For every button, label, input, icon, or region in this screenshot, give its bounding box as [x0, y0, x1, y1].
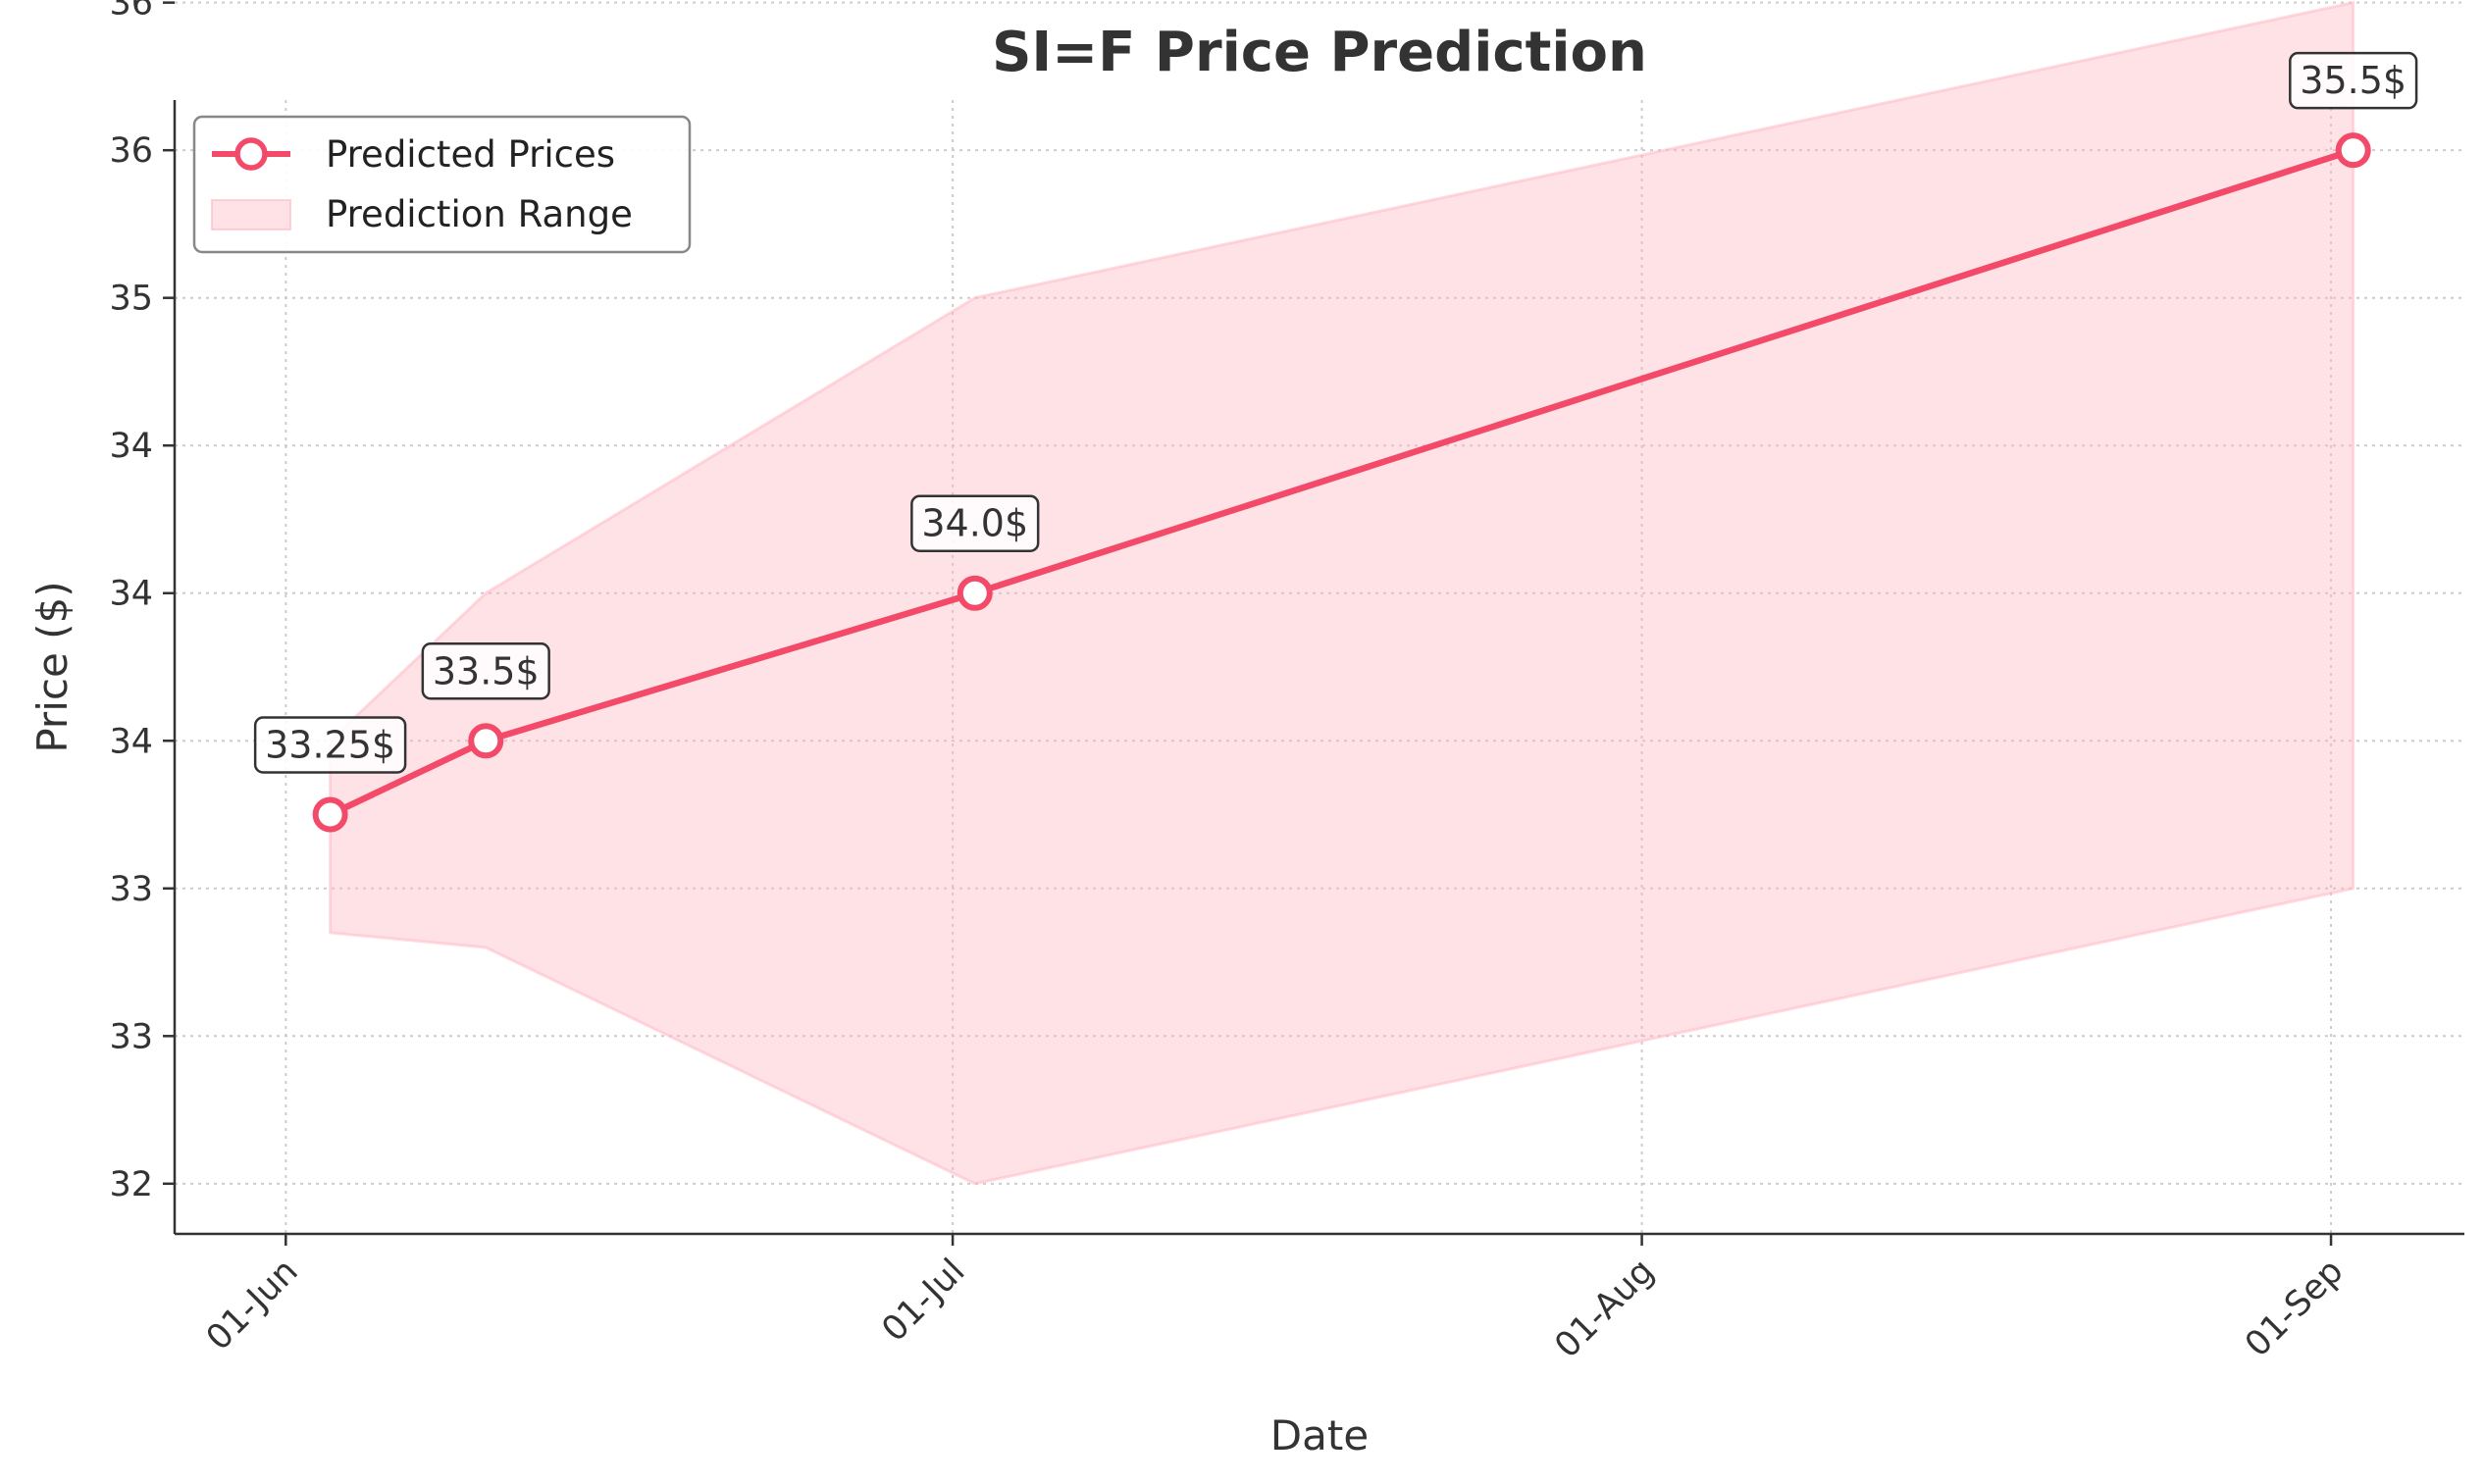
legend-marker-swatch: [234, 137, 268, 171]
data-point-annotation: 34.0$: [910, 494, 1040, 552]
x-tick-label: 01-Sep: [2238, 1252, 2351, 1364]
legend: Predicted Prices Prediction Range: [192, 115, 692, 254]
annotation-box: [2289, 51, 2418, 110]
legend-frame: [192, 115, 692, 254]
x-axis-label: Date: [1270, 1411, 1369, 1459]
y-tick-label: 32: [109, 1165, 153, 1204]
y-tick-label: 34: [109, 575, 153, 614]
y-tick-label: 33: [109, 870, 153, 909]
y-tick-label: 34: [109, 722, 153, 761]
legend-label-prediction-range: Prediction Range: [326, 193, 633, 235]
predicted-prices-markers: [312, 132, 2371, 833]
annotation-box: [910, 494, 1040, 552]
data-point-marker: [312, 796, 348, 833]
data-point-label: 33.5$: [433, 649, 540, 692]
legend-band-swatch: [211, 199, 291, 230]
axes: [173, 100, 2464, 1236]
data-point-marker: [2335, 132, 2371, 169]
data-point-label: 34.0$: [921, 502, 1028, 545]
y-tick-label: 33: [109, 1017, 153, 1056]
legend-label-predicted-prices: Predicted Prices: [326, 133, 615, 176]
y-ticks: 32 33 33 34 34 34 35 36 36: [109, 0, 175, 1204]
x-tick-label: 01-Jun: [199, 1252, 306, 1358]
predicted-prices-path: [329, 147, 2355, 818]
data-point-annotation: 35.5$: [2289, 51, 2418, 110]
y-tick-label: 36: [109, 131, 153, 171]
y-tick-label: 36: [109, 0, 153, 24]
y-tick-label: 34: [109, 427, 153, 466]
annotation-box: [253, 716, 407, 774]
prediction-range-area: [329, 0, 2355, 1186]
data-point-label: 33.25$: [265, 724, 395, 767]
x-tick-label: 01-Aug: [1547, 1252, 1661, 1365]
data-point-label: 35.5$: [2300, 59, 2406, 102]
point-annotations: 33.25$ 33.5$ 34.0$ 35.5$: [253, 51, 2418, 774]
x-ticks: 01-Jun 01-Jul 01-Aug 01-Sep: [199, 1234, 2351, 1366]
annotation-box: [421, 642, 550, 700]
y-tick-label: 35: [109, 280, 153, 319]
chart-title: SI=F Price Prediction: [992, 21, 1647, 84]
y-axis-label: Price ($): [28, 581, 77, 752]
predicted-prices-line: [329, 147, 2355, 818]
data-point-annotation: 33.25$: [253, 716, 407, 774]
data-point-annotation: 33.5$: [421, 642, 550, 700]
data-point-marker: [468, 723, 504, 759]
data-point-marker: [957, 575, 993, 611]
grid: [175, 1, 2464, 1234]
x-tick-label: 01-Jul: [875, 1252, 973, 1350]
prediction-range-band: [329, 0, 2355, 1186]
